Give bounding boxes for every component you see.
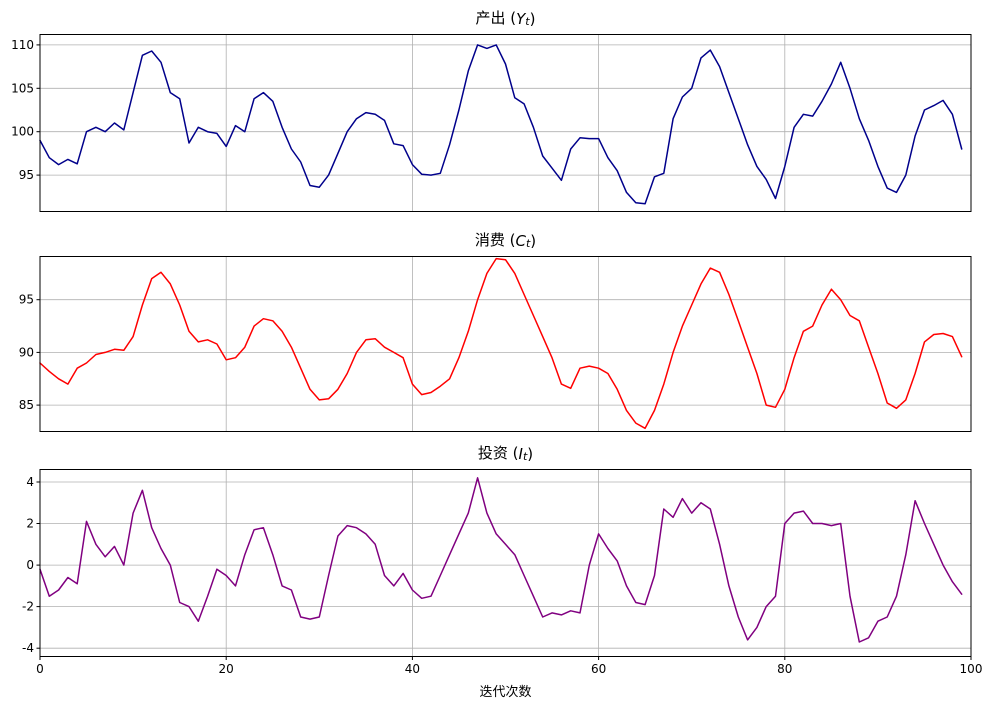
chart-title-var: Y [516,10,526,28]
chart-title-suffix: ) [527,445,534,463]
line-series [39,44,963,205]
x-tick-label: 0 [36,662,44,676]
x-tick-label: 60 [590,662,607,676]
x-axis-label: 迭代次数 [479,685,532,700]
y-tick-label: 0 [26,558,34,572]
y-tick-label: -2 [22,600,34,614]
y-tick-label: 2 [26,517,34,531]
x-tick-label: 40 [404,662,421,676]
chart-title-suffix: ) [530,232,537,250]
y-tick-label: 4 [26,475,34,489]
chart-title-text: 消费 ( [474,231,516,249]
x-axis-tick-labels: 0 20 40 60 80 100 [0,661,993,679]
consumption-chart: 85 90 95 [19,256,972,432]
y-tick-label: 95 [19,168,34,182]
y-tick-label: -4 [22,641,34,655]
chart-title-sub: t [525,237,531,250]
chart-title-suffix: ) [529,10,536,28]
plot-frame [39,34,972,212]
output-chart: 95 100 105 110 [11,34,972,212]
chart-title-sub: t [522,450,528,463]
y-tick-label: 105 [11,81,34,95]
chart-title-text: 投资 ( [477,444,519,462]
line-series [39,257,963,430]
x-tick-label: 80 [777,662,793,676]
line-series [39,477,963,643]
y-tick-label: 90 [19,345,34,359]
chart-title-sub: t [525,15,530,28]
investment-chart: -4 -2 0 2 4 [22,469,972,660]
y-tick-label: 95 [19,293,34,307]
x-tick-label: 100 [959,662,983,676]
y-tick-label: 110 [11,38,34,52]
plot-frame [39,469,972,657]
y-tick-label: 100 [11,125,34,139]
plot-frame [39,256,972,432]
chart-title-var: C [515,232,526,250]
chart-title-var: I [518,445,523,463]
y-tick-label: 85 [19,398,34,412]
x-tick-label: 20 [218,662,234,676]
chart-title-text: 产出 ( [475,9,517,27]
